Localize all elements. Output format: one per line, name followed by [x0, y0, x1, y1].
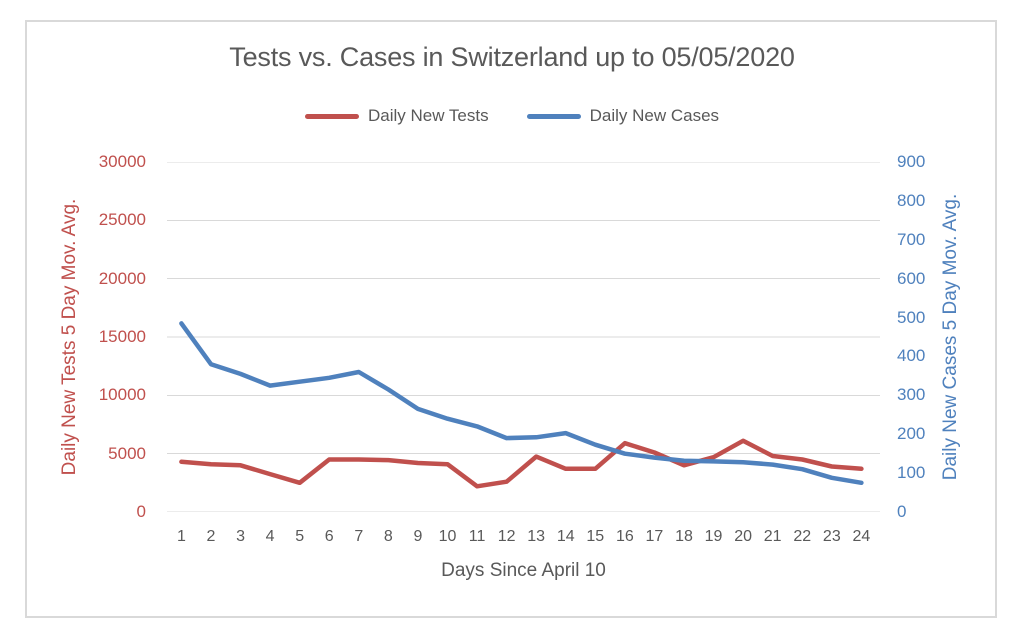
legend-item-cases: Daily New Cases	[526, 106, 720, 126]
x-tick-label: 11	[468, 528, 486, 545]
daily-new-tests-line	[179, 438, 864, 489]
x-tick-label: 17	[645, 528, 664, 545]
x-tick-label: 8	[383, 528, 393, 545]
y-right-tick-label: 800	[897, 190, 926, 210]
x-axis-title: Days Since April 10	[441, 560, 606, 581]
y-right-tick-label: 900	[897, 152, 926, 171]
y-right-tick-label: 100	[897, 463, 926, 483]
x-tick-label: 15	[586, 528, 605, 545]
chart-title: Tests vs. Cases in Switzerland up to 05/…	[229, 42, 795, 72]
y-right-tick-label: 700	[897, 229, 926, 249]
x-tick-label: 12	[497, 528, 516, 545]
y-right-tick-label: 300	[897, 385, 926, 405]
x-tick-label: 9	[413, 528, 423, 545]
y-left-tick-label: 5000	[108, 443, 146, 463]
cases-line-swatch-icon	[526, 113, 581, 119]
y-right-tick-label: 200	[897, 424, 926, 444]
x-tick-label: 23	[822, 528, 841, 545]
x-tick-label: 20	[734, 528, 753, 545]
tests-line-swatch-icon	[304, 113, 359, 119]
y-right-tick-label: 400	[897, 346, 926, 366]
chart-border	[25, 20, 997, 618]
legend-item-tests: Daily New Tests	[304, 106, 489, 126]
y-left-tick-label: 30000	[98, 152, 146, 171]
x-tick-label: 22	[793, 528, 812, 545]
y-left-tick-label: 25000	[98, 210, 146, 230]
x-tick-label: 7	[354, 528, 364, 545]
x-tick-label: 2	[206, 528, 216, 545]
x-tick-label: 14	[556, 528, 575, 545]
x-tick-label: 19	[704, 528, 723, 545]
daily-new-cases-line	[179, 321, 864, 486]
legend-label-tests: Daily New Tests	[367, 106, 489, 125]
x-tick-label: 10	[438, 528, 457, 545]
y-right-tick-label: 500	[897, 307, 926, 327]
y-left-tick-label: 15000	[98, 327, 146, 346]
y-right-tick-label: 0	[897, 502, 907, 521]
x-tick-label: 3	[236, 528, 245, 545]
x-tick-label: 16	[615, 528, 634, 545]
x-tick-label: 1	[176, 528, 186, 545]
x-tick-label: 4	[265, 528, 275, 545]
y-left-tick-label: 0	[136, 502, 146, 521]
x-tick-label: 13	[527, 528, 546, 545]
x-tick-label: 5	[295, 528, 305, 545]
y-left-tick-label: 20000	[98, 268, 146, 288]
plot-area	[167, 162, 880, 512]
legend-label-cases: Daily New Cases	[589, 106, 720, 125]
x-tick-label: 21	[763, 528, 782, 545]
x-tick-label: 6	[324, 528, 334, 545]
x-tick-label: 24	[852, 528, 871, 545]
y-left-tick-label: 10000	[98, 385, 146, 405]
plot-svg	[167, 162, 880, 512]
legend: Daily New Tests Daily New Cases	[0, 104, 1024, 128]
y-right-tick-label: 600	[897, 268, 926, 288]
x-tick-label: 18	[675, 528, 693, 545]
